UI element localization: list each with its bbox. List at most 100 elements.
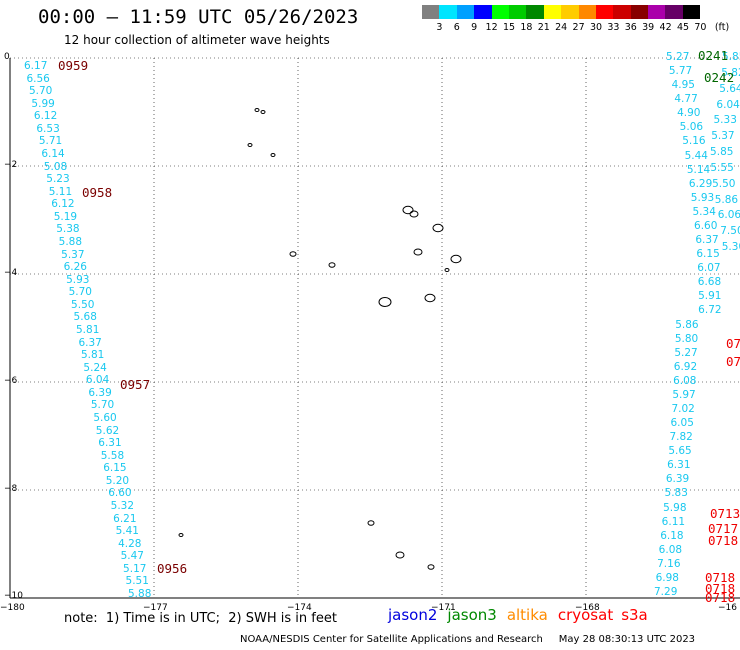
swh-value-right-track: 5.06 xyxy=(679,121,704,134)
island-outline-14 xyxy=(178,533,184,537)
swh-value-edge: 5.82 xyxy=(721,66,740,79)
colorbar-swatch-7 xyxy=(543,5,562,19)
island-outline-13 xyxy=(424,293,436,303)
colorbar-unit: (ft) xyxy=(714,22,730,33)
swh-value-left-track: 5.70 xyxy=(28,85,53,98)
swh-value-left-track: 5.38 xyxy=(56,223,80,236)
colorbar-label: 12 xyxy=(485,22,498,33)
swh-value-right-track: 5.91 xyxy=(698,290,722,303)
island-outline-7 xyxy=(413,248,423,256)
pass-time-label: 0958 xyxy=(82,185,113,200)
swh-value-left-track: 5.60 xyxy=(93,412,117,424)
swh-value-left-track: 5.37 xyxy=(61,248,85,261)
colorbar-label: 21 xyxy=(537,22,550,33)
colorbar-swatch-0 xyxy=(422,5,440,19)
y-tick-label: −8 xyxy=(4,484,18,494)
swh-value-left-track: 6.21 xyxy=(113,512,137,525)
swh-value-right-track: 5.80 xyxy=(674,332,699,345)
y-tick-label: −2 xyxy=(4,160,18,170)
pass-time-label: 0713 xyxy=(710,506,740,521)
island-outline-6 xyxy=(432,223,444,233)
colorbar-label: 70 xyxy=(694,22,707,33)
swh-value-left-track: 5.20 xyxy=(105,474,130,487)
swh-value-right-track: 4.77 xyxy=(674,93,698,106)
swh-value-left-track: 5.41 xyxy=(115,525,139,538)
colorbar-swatch-13 xyxy=(648,5,666,19)
swh-value-right-track: 5.98 xyxy=(663,501,687,514)
swh-value-left-track: 5.88 xyxy=(58,236,83,248)
swh-value-left-track: 6.26 xyxy=(63,261,87,274)
swh-value-left-track: 6.39 xyxy=(88,386,112,399)
map-subtitle: 12 hour collection of altimeter wave hei… xyxy=(64,33,330,47)
swh-value-right-track: 6.31 xyxy=(667,459,691,472)
swh-value-right-track: 6.60 xyxy=(694,219,718,232)
swh-value-right-track: 6.05 xyxy=(670,417,694,430)
island-outline-1 xyxy=(260,110,266,114)
swh-value-left-track: 5.70 xyxy=(90,399,115,412)
swh-value-edge: 5.37 xyxy=(711,130,735,143)
swh-value-left-track: 5.81 xyxy=(80,349,105,362)
swh-value-left-track: 5.81 xyxy=(76,324,100,336)
island-outline-17 xyxy=(427,564,435,570)
swh-value-right-track: 5.65 xyxy=(668,445,692,458)
pass-time-label: 0718 xyxy=(708,533,739,548)
island-outline-9 xyxy=(444,268,450,272)
island-outline-10 xyxy=(328,262,336,268)
swh-value-left-track: 5.23 xyxy=(46,173,70,186)
pass-time-label: 07 xyxy=(726,336,740,351)
legend-cryosat: cryosat xyxy=(557,606,614,624)
swh-value-right-track: 5.86 xyxy=(675,318,699,331)
y-tick-label: −4 xyxy=(4,268,18,278)
y-tick-label: −6 xyxy=(4,376,18,386)
swh-value-left-track: 5.70 xyxy=(68,286,92,299)
colorbar-swatch-11 xyxy=(613,5,631,19)
legend-altika: altika xyxy=(506,606,548,624)
colorbar-label: 33 xyxy=(607,22,620,33)
colorbar-swatch-5 xyxy=(508,5,527,19)
swh-value-right-track: 6.72 xyxy=(698,304,722,317)
island-outline-4 xyxy=(402,205,414,215)
swh-value-left-track: 5.99 xyxy=(31,97,55,110)
colorbar-swatch-10 xyxy=(595,5,614,19)
swh-value-right-track: 6.68 xyxy=(697,276,722,289)
swh-value-left-track: 5.11 xyxy=(48,185,73,198)
swh-value-left-track: 5.93 xyxy=(66,273,90,286)
x-tick-label: −168 xyxy=(575,603,600,613)
swh-value-left-track: 6.15 xyxy=(103,462,127,475)
x-tick-label: −16 xyxy=(718,603,737,613)
swh-value-right-track: 6.92 xyxy=(673,360,698,373)
swh-value-left-track: 6.31 xyxy=(98,437,122,450)
swh-value-right-track: 7.16 xyxy=(657,557,681,570)
swh-value-right-track: 6.08 xyxy=(658,543,683,556)
swh-value-left-track: 5.50 xyxy=(71,298,95,311)
swh-value-right-track: 6.08 xyxy=(673,374,697,387)
swh-value-left-track: 4.28 xyxy=(118,537,142,550)
note-text: note: 1) Time is in UTC; 2) SWH is in fe… xyxy=(64,611,337,626)
swh-value-right-track: 7.82 xyxy=(669,431,693,444)
colorbar-label: 15 xyxy=(502,22,516,33)
swh-value-left-track: 6.17 xyxy=(24,60,48,72)
colorbar-label: 42 xyxy=(659,22,672,33)
pass-time-label: 0957 xyxy=(120,377,151,392)
pass-time-label: 0956 xyxy=(157,561,188,576)
swh-value-left-track: 5.24 xyxy=(83,361,107,374)
colorbar-label: 18 xyxy=(520,22,533,33)
island-outline-0 xyxy=(254,108,260,112)
swh-value-right-track: 6.39 xyxy=(665,473,690,486)
satellite-legend: jason2 jason3 altika cryosat s3a xyxy=(388,606,658,624)
footer-credit: NOAA/NESDIS Center for Satellite Applica… xyxy=(240,634,696,645)
pass-time-label: 0241 xyxy=(698,48,729,63)
swh-value-left-track: 5.62 xyxy=(95,424,120,437)
swh-value-left-track: 5.32 xyxy=(110,500,135,512)
swh-value-right-track: 7.29 xyxy=(654,586,678,598)
colorbar-label: 39 xyxy=(642,22,655,33)
pass-time-label: 0242 xyxy=(704,70,735,85)
swh-value-right-track: 6.07 xyxy=(697,262,721,275)
swh-value-edge: 5.64 xyxy=(719,82,740,95)
swh-value-left-track: 5.17 xyxy=(123,562,147,575)
swh-value-edge: 5.30 xyxy=(721,241,740,253)
swh-value-left-track: 6.12 xyxy=(51,198,75,211)
swh-value-right-track: 5.77 xyxy=(668,65,693,78)
x-tick-label: −171 xyxy=(431,603,456,613)
